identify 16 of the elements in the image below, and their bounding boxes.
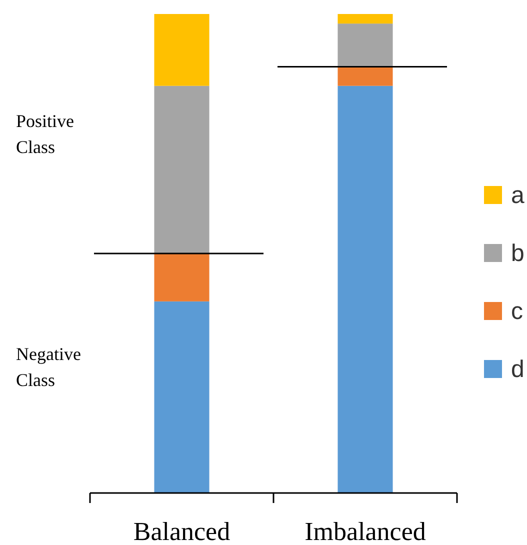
legend-label: b <box>511 240 524 267</box>
bar <box>338 24 393 67</box>
legend-label: d <box>511 356 524 383</box>
text: Negative Class <box>16 344 81 390</box>
x-tick-label: Balanced <box>133 517 230 545</box>
bar <box>338 66 393 86</box>
text: Positive Class <box>16 111 74 157</box>
bar <box>154 86 210 254</box>
x-tick-label: Imbalanced <box>304 517 426 545</box>
bar <box>154 301 210 493</box>
legend-label: a <box>511 182 525 209</box>
bar <box>154 254 210 302</box>
legend-label: c <box>511 298 523 325</box>
bar <box>338 86 393 493</box>
bar <box>154 14 210 86</box>
bar <box>338 14 393 24</box>
